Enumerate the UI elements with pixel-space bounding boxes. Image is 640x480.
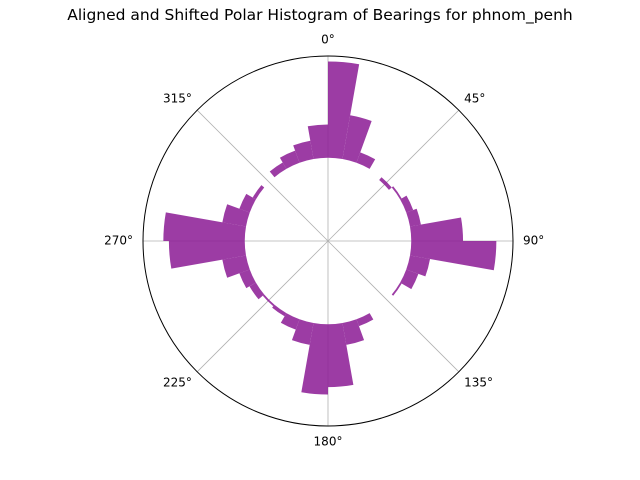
histogram-bar-50: [391, 186, 402, 200]
histogram-bar-150: [356, 313, 374, 327]
histogram-bar-160: [342, 319, 365, 345]
gridline-spoke: [196, 240, 329, 373]
tick-label-90deg: 90°: [523, 234, 544, 248]
histogram-bar-100: [406, 255, 431, 277]
tick-label-135deg: 135°: [464, 376, 493, 390]
histogram-bar-330: [279, 150, 300, 169]
chart-title: Aligned and Shifted Polar Histogram of B…: [67, 6, 573, 24]
histogram-bar-270: [163, 212, 247, 241]
histogram-bar-200: [280, 313, 300, 330]
tick-label-0deg: 0°: [321, 33, 335, 47]
histogram-bar-60: [400, 195, 414, 213]
histogram-bar-20: [356, 152, 376, 169]
histogram-bar-0: [328, 61, 360, 160]
histogram-bar-110: [400, 269, 419, 290]
histogram-bar-30: [369, 168, 382, 178]
bars-layer: [163, 61, 497, 395]
histogram-bar-120: [391, 282, 402, 296]
histogram-bar-340: [293, 140, 314, 163]
histogram-bar-140: [369, 304, 382, 314]
histogram-bar-90: [409, 241, 497, 271]
gridline-spoke: [327, 109, 460, 242]
histogram-bar-350: [307, 124, 328, 160]
histogram-bar-190: [291, 319, 314, 345]
histogram-bar-280: [222, 204, 250, 227]
histogram-bar-40: [379, 177, 392, 190]
tick-label-225deg: 225°: [163, 376, 192, 390]
histogram-bar-180: [301, 322, 328, 395]
tick-label-180deg: 180°: [314, 435, 343, 449]
gridline-spoke: [327, 240, 460, 373]
histogram-bar-320: [269, 162, 287, 178]
tick-labels: 0° 45° 90° 135° 180° 225° 270° 315°: [104, 33, 544, 449]
histogram-bar-240: [239, 269, 256, 289]
gridline-spoke: [196, 109, 329, 242]
histogram-bar-250: [222, 255, 250, 278]
tick-label-270deg: 270°: [104, 234, 133, 248]
histogram-bar-220: [262, 294, 275, 307]
histogram-bar-210: [272, 304, 287, 317]
histogram-bar-10: [342, 115, 372, 163]
tick-label-45deg: 45°: [464, 91, 485, 105]
polar-frame: [142, 55, 514, 427]
histogram-bar-290: [239, 193, 256, 213]
histogram-bar-80: [409, 217, 464, 241]
tick-label-315deg: 315°: [163, 91, 192, 105]
histogram-bar-70: [406, 208, 421, 227]
histogram-bar-260: [168, 241, 247, 269]
histogram-bar-170: [328, 322, 354, 388]
histogram-bar-230: [249, 282, 265, 300]
histogram-bar-300: [252, 185, 265, 200]
